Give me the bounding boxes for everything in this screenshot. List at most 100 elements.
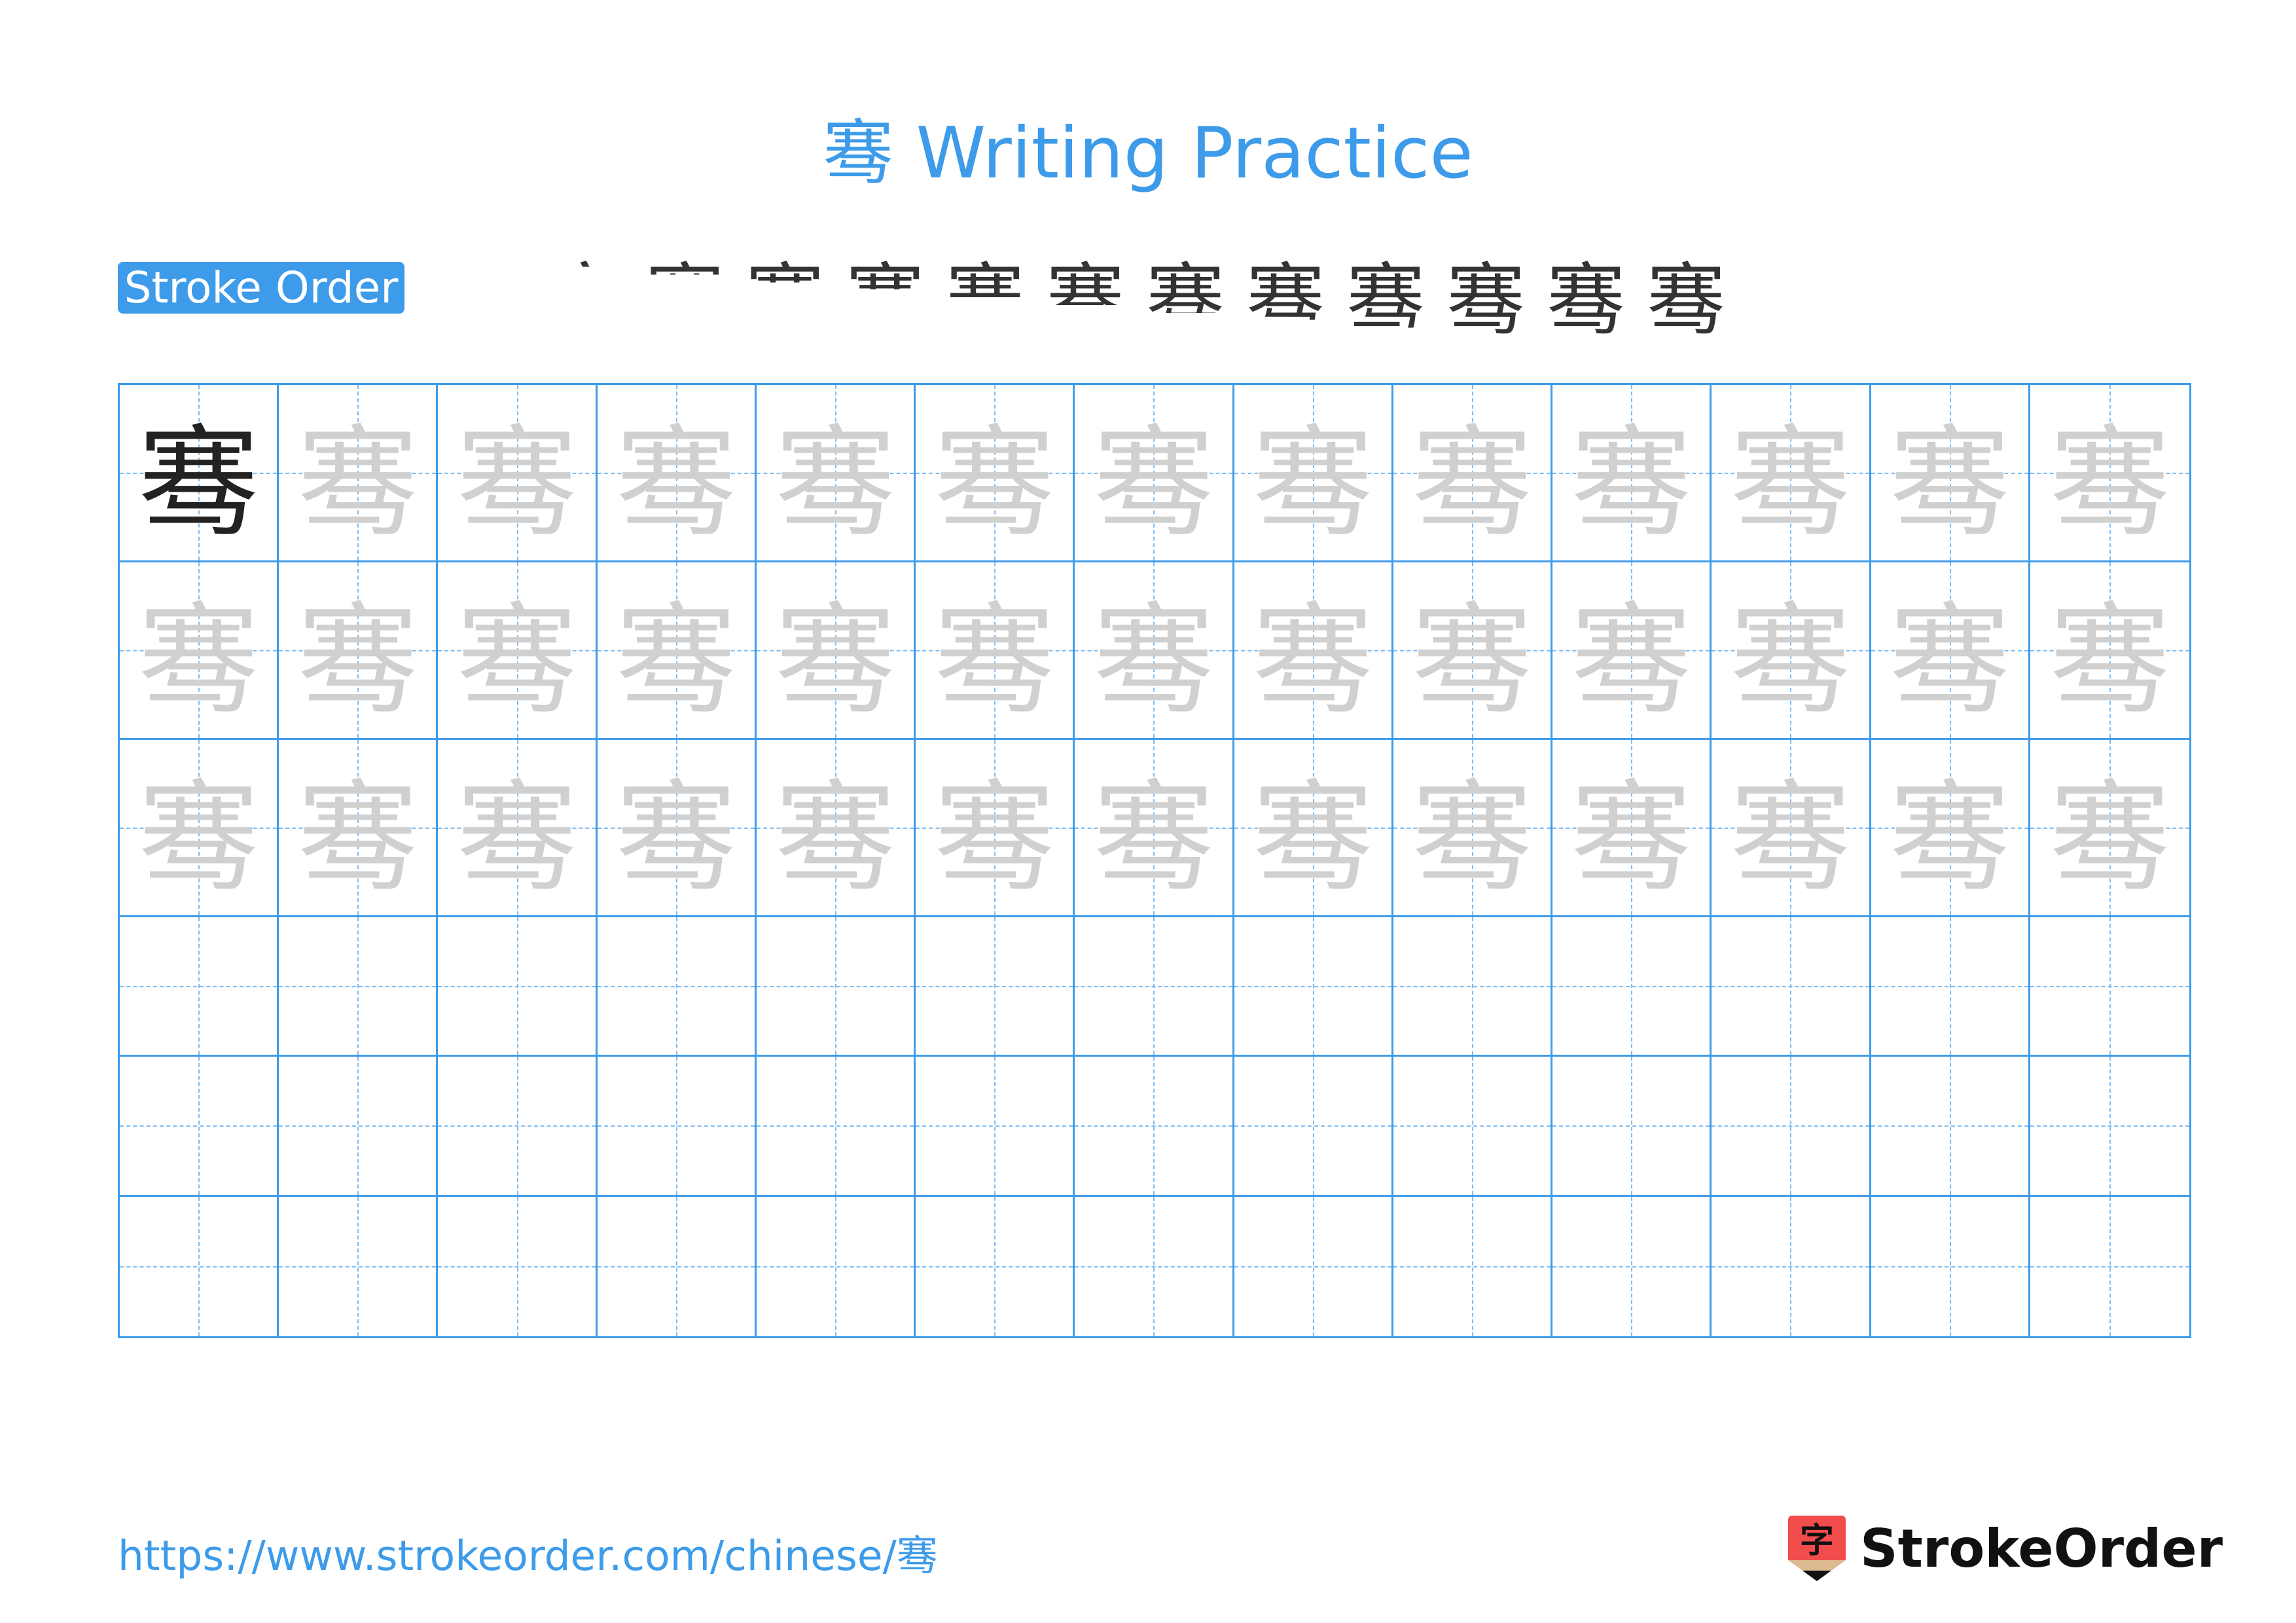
blank-practice-cell [916, 1196, 1075, 1337]
blank-practice-cell [279, 1196, 439, 1337]
model-character: 骞 [137, 412, 259, 554]
trace-character: 骞 [1889, 412, 2011, 554]
blank-practice-cell [1871, 1196, 2030, 1337]
trace-cell: 骞 [1075, 562, 1234, 740]
trace-character: 骞 [1252, 590, 1374, 731]
blank-practice-cell [1075, 1057, 1234, 1197]
blank-practice-cell [1234, 1196, 1393, 1337]
trace-cell: 骞 [438, 740, 598, 917]
stroke-step-13: 骞 [1647, 255, 1725, 346]
trace-cell: 骞 [2030, 740, 2190, 917]
blank-practice-cell [2030, 1196, 2190, 1337]
trace-cell: 骞 [1234, 562, 1393, 740]
stroke-step-4: 骞 [745, 255, 824, 346]
stroke-step-5: 骞 [846, 255, 924, 346]
blank-practice-cell [1871, 917, 2030, 1057]
trace-cell: 骞 [1871, 385, 2030, 562]
trace-character: 骞 [1889, 767, 2011, 909]
blank-practice-cell [597, 1057, 757, 1197]
blank-practice-cell [597, 917, 757, 1057]
trace-cell: 骞 [1393, 562, 1553, 740]
trace-cell: 骞 [1712, 740, 1871, 917]
trace-character: 骞 [774, 767, 896, 909]
trace-character: 骞 [2049, 767, 2170, 909]
trace-character: 骞 [1411, 767, 1533, 909]
stroke-step-1: 骞 [445, 255, 524, 346]
blank-practice-cell [1234, 1057, 1393, 1197]
trace-character: 骞 [774, 590, 896, 731]
blank-practice-cell [1552, 1196, 1712, 1337]
trace-cell: 骞 [1712, 385, 1871, 562]
stroke-step-6: 骞 [946, 255, 1024, 346]
pencil-logo-icon: 字 [1788, 1516, 1846, 1581]
trace-cell: 骞 [597, 562, 757, 740]
stroke-step-12: 骞 [1547, 255, 1625, 346]
blank-practice-cell [279, 917, 439, 1057]
trace-cell: 骞 [1552, 562, 1712, 740]
trace-cell: 骞 [597, 740, 757, 917]
trace-cell: 骞 [438, 562, 598, 740]
trace-character: 骞 [1092, 590, 1214, 731]
blank-practice-cell [120, 1196, 279, 1337]
stroke-step-8: 骞 [1146, 255, 1225, 346]
trace-cell: 骞 [2030, 385, 2190, 562]
trace-character: 骞 [1411, 590, 1533, 731]
trace-cell: 骞 [1871, 562, 2030, 740]
trace-character: 骞 [1411, 412, 1533, 554]
blank-practice-cell [438, 1057, 598, 1197]
blank-practice-cell [1552, 917, 1712, 1057]
blank-practice-cell [1871, 1057, 2030, 1197]
blank-practice-cell [1075, 1196, 1234, 1337]
trace-cell: 骞 [756, 740, 916, 917]
source-url-link[interactable]: https://www.strokeorder.com/chinese/骞 [118, 1532, 938, 1580]
trace-cell: 骞 [756, 385, 916, 562]
stroke-step-10: 骞 [1346, 255, 1425, 346]
trace-cell: 骞 [120, 385, 279, 562]
trace-character: 骞 [1729, 412, 1851, 554]
trace-cell: 骞 [1075, 385, 1234, 562]
blank-practice-cell [1552, 1057, 1712, 1197]
blank-practice-cell [916, 917, 1075, 1057]
trace-cell: 骞 [916, 385, 1075, 562]
trace-cell: 骞 [916, 562, 1075, 740]
trace-cell: 骞 [1871, 740, 2030, 917]
trace-character: 骞 [933, 590, 1055, 731]
stroke-step-11: 骞 [1446, 255, 1525, 346]
trace-cell: 骞 [120, 740, 279, 917]
trace-character: 骞 [456, 412, 578, 554]
blank-practice-cell [438, 1196, 598, 1337]
trace-character: 骞 [2049, 590, 2170, 731]
blank-practice-cell [1712, 917, 1871, 1057]
blank-practice-cell [1712, 1196, 1871, 1337]
brand-name: StrokeOrder [1860, 1518, 2223, 1579]
trace-character: 骞 [1092, 767, 1214, 909]
trace-character: 骞 [1729, 590, 1851, 731]
trace-cell: 骞 [279, 562, 439, 740]
blank-practice-cell [120, 1057, 279, 1197]
trace-character: 骞 [2049, 412, 2170, 554]
trace-character: 骞 [615, 767, 737, 909]
blank-practice-cell [1393, 917, 1553, 1057]
blank-practice-cell [2030, 1057, 2190, 1197]
trace-character: 骞 [1570, 412, 1692, 554]
trace-character: 骞 [296, 590, 418, 731]
stroke-step-3: 骞 [645, 255, 724, 346]
trace-character: 骞 [137, 590, 259, 731]
blank-practice-cell [1234, 917, 1393, 1057]
trace-cell: 骞 [597, 385, 757, 562]
trace-cell: 骞 [1234, 740, 1393, 917]
stroke-step-2: 骞 [545, 255, 624, 346]
blank-practice-cell [756, 1057, 916, 1197]
trace-cell: 骞 [279, 740, 439, 917]
trace-character: 骞 [1252, 767, 1374, 909]
brand-logo: 字 StrokeOrder [1788, 1512, 2223, 1584]
trace-cell: 骞 [1552, 385, 1712, 562]
blank-practice-cell [2030, 917, 2190, 1057]
blank-practice-cell [1712, 1057, 1871, 1197]
trace-character: 骞 [1092, 412, 1214, 554]
blank-practice-cell [438, 917, 598, 1057]
trace-cell: 骞 [1075, 740, 1234, 917]
trace-cell: 骞 [1712, 562, 1871, 740]
trace-character: 骞 [137, 767, 259, 909]
trace-character: 骞 [456, 590, 578, 731]
